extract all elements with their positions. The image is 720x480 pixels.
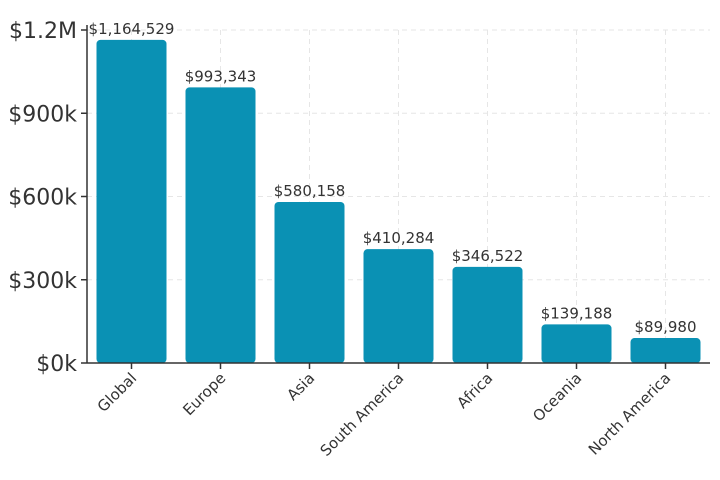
x-tick-label-4: Africa [453, 369, 496, 412]
x-tick-label-5: Oceania [529, 369, 585, 425]
x-tick-label-3: South America [317, 369, 408, 460]
data-label-4: $346,522 [452, 247, 524, 265]
x-tick-label-0: Global [94, 369, 141, 416]
bars [96, 39, 701, 363]
data-labels: $1,164,529 $993,343 $580,158 $410,284 $346,5… [89, 20, 697, 336]
y-tick-label-3: $900k [8, 102, 77, 127]
data-label-3: $410,284 [363, 229, 435, 247]
x-tick-label-6: North America [585, 369, 675, 459]
bar-4 [452, 266, 523, 363]
bar-3 [363, 249, 434, 363]
x-tick-label-2: Asia [283, 369, 318, 404]
y-tick-label-2: $600k [8, 186, 77, 211]
data-label-1: $993,343 [185, 67, 257, 85]
bar-5 [541, 324, 612, 363]
data-label-5: $139,188 [541, 304, 613, 322]
data-label-2: $580,158 [274, 182, 346, 200]
bar-2 [274, 202, 345, 363]
y-tick-label-1: $300k [8, 269, 77, 294]
bar-6 [630, 338, 701, 363]
bar-0 [96, 39, 167, 363]
data-label-6: $89,980 [634, 318, 696, 336]
y-tick-label-0: $0k [36, 352, 77, 377]
y-tick-label-4: $1.2M [9, 19, 77, 44]
data-label-0: $1,164,529 [89, 20, 175, 38]
bar-1 [185, 87, 256, 363]
x-tick-label-1: Europe [179, 369, 229, 419]
